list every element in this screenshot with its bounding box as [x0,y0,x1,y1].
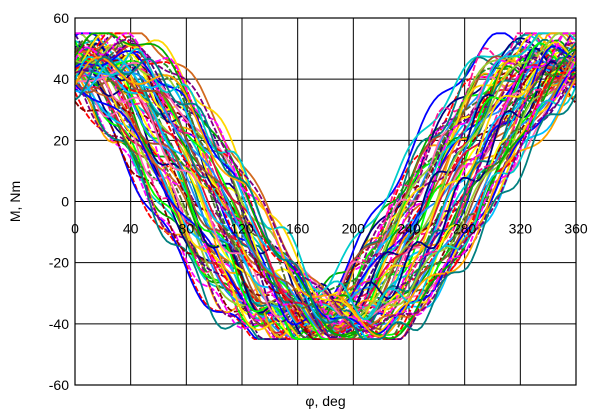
series-line [74,48,577,321]
series-line [74,56,577,338]
y-tick-label: 0 [61,194,69,210]
y-tick-label: 20 [53,132,69,148]
x-tick-label: 160 [286,221,310,237]
y-tick-label: 40 [53,71,69,87]
x-tick-label: 240 [397,221,421,237]
x-tick-label: 0 [71,221,79,237]
series-line [74,46,577,330]
series-line [74,42,577,340]
y-tick-label: -20 [49,255,69,271]
x-tick-label: 40 [123,221,139,237]
x-tick-label: 120 [230,221,254,237]
y-tick-labels: -60 -40 -20 0 20 40 60 [49,10,69,393]
x-tick-labels: 0 40 80 120 160 200 240 280 320 360 [71,221,588,237]
x-axis-label: φ, deg [305,393,345,409]
x-tick-label: 280 [453,221,477,237]
y-tick-label: -60 [49,377,69,393]
y-tick-label: -40 [49,316,69,332]
x-tick-label: 80 [179,221,195,237]
series-line [74,56,577,340]
y-axis-label: M, Nm [7,181,23,222]
y-tick-label: 60 [53,10,69,26]
series-line [74,32,577,340]
x-tick-label: 320 [509,221,533,237]
chart-series-group [74,32,577,341]
series-line [74,32,577,341]
series-line [74,38,577,333]
plot-frame [74,17,577,386]
series-line [74,50,577,336]
series-line [74,53,577,318]
x-tick-label: 200 [342,221,366,237]
x-tick-label: 360 [564,221,588,237]
